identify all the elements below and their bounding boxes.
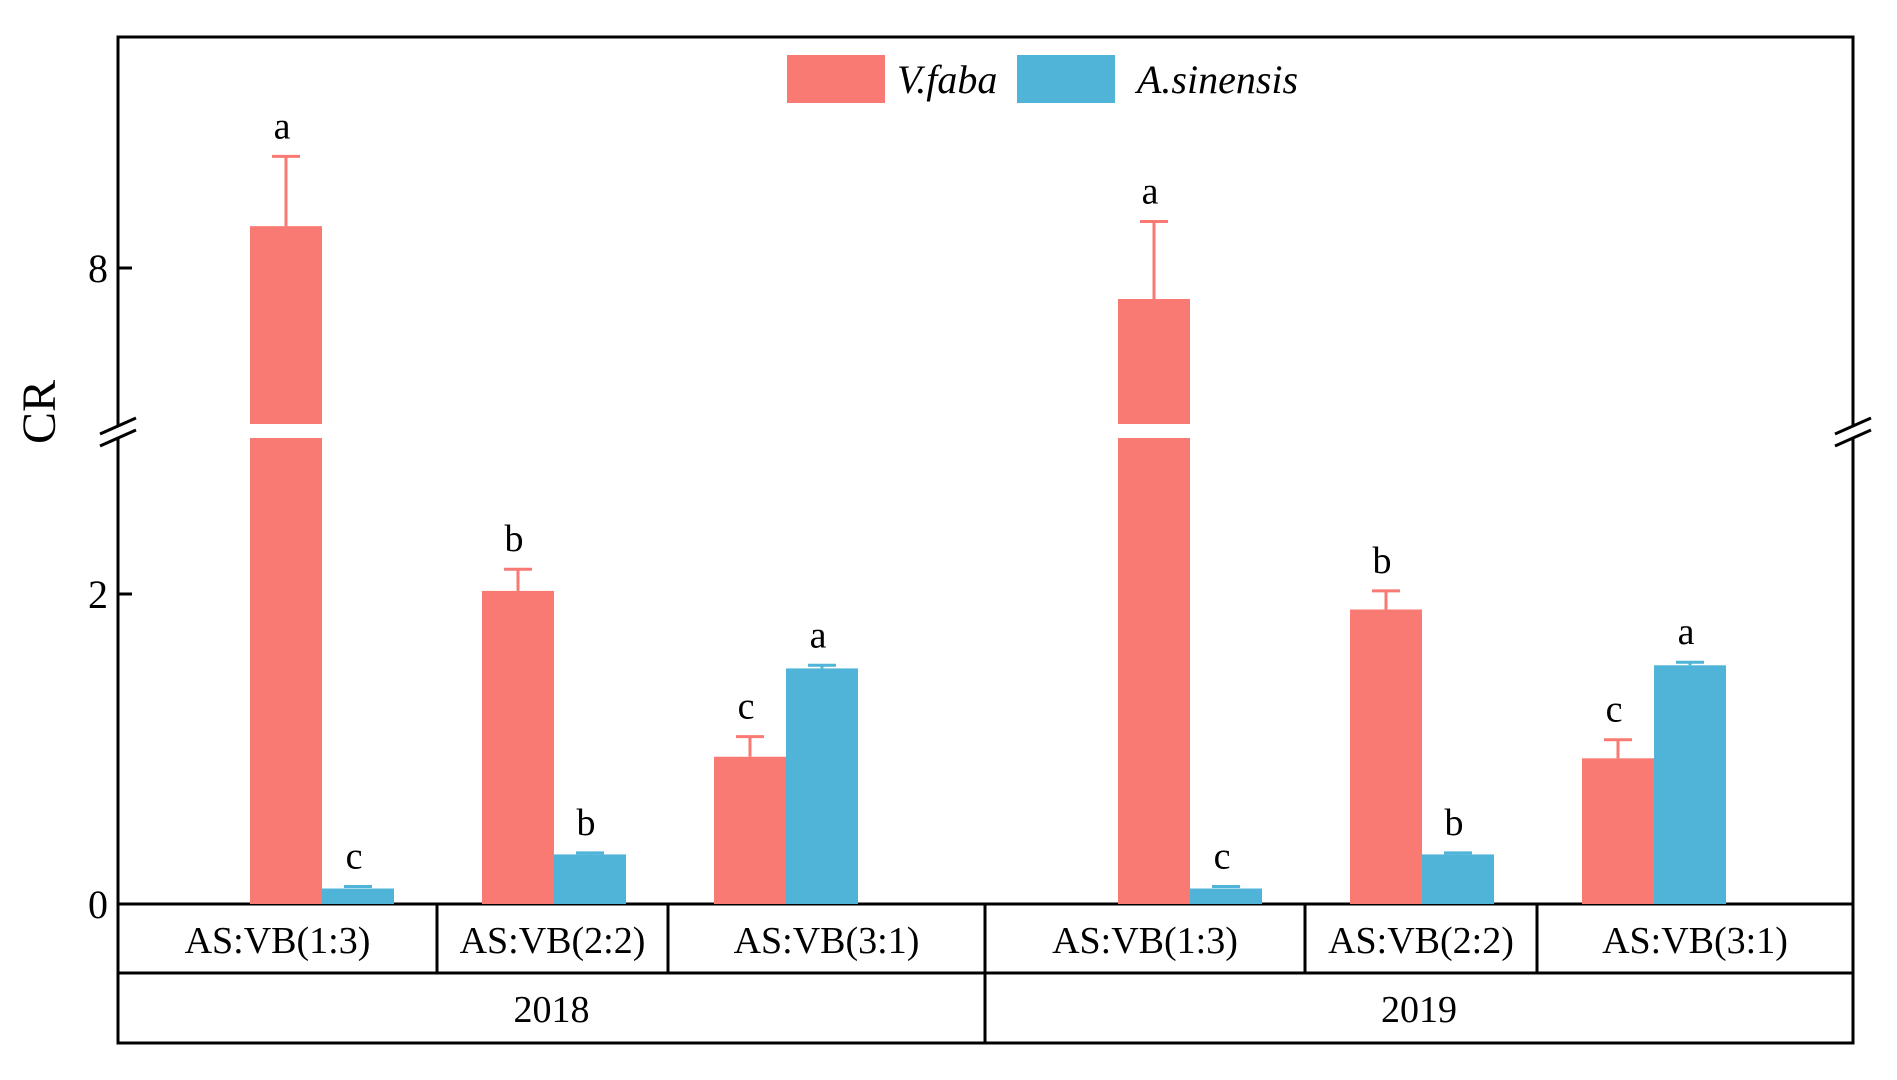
bar (1422, 854, 1494, 904)
significance-letter: a (1142, 171, 1159, 213)
legend-swatch-vfaba (787, 55, 885, 103)
bar (1350, 609, 1422, 904)
category-label: AS:VB(2:2) (460, 920, 646, 962)
legend-label-asinensis: A.sinensis (1134, 57, 1298, 102)
significance-letter: c (738, 686, 755, 728)
legend-label-vfaba: V.faba (897, 57, 997, 102)
bar (554, 854, 626, 904)
bar (1654, 665, 1726, 904)
category-label: AS:VB(3:1) (1602, 920, 1788, 962)
category-table: 2018 AS:VB(1:3) AS:VB(2:2) AS:VB(3:1) 2019 AS… (185, 904, 1788, 1043)
axis-break-mark (99, 416, 137, 436)
significance-letter: c (346, 836, 363, 878)
y-tick-label: 8 (88, 246, 108, 291)
significance-letter: a (1678, 611, 1695, 653)
significance-letter: c (1214, 836, 1231, 878)
bar (322, 888, 394, 904)
significance-letter: c (1606, 689, 1623, 731)
year-label: 2019 (1381, 989, 1457, 1031)
bar-break-gap (249, 424, 323, 438)
axis-break-mark (1834, 428, 1872, 448)
significance-letter: b (1445, 802, 1464, 844)
bar-break-gap (1117, 424, 1191, 438)
bars-layer: a c b b c a a c b b c a (249, 105, 1726, 904)
bar (1190, 888, 1262, 904)
bar (1582, 758, 1654, 904)
bar (714, 756, 786, 904)
significance-letter: b (577, 802, 596, 844)
y-tick-label: 0 (88, 882, 108, 927)
legend-swatch-asinensis (1017, 55, 1115, 103)
year-label: 2018 (514, 989, 590, 1031)
y-axis: 0 2 8 (88, 246, 1872, 927)
bar (250, 226, 322, 904)
bar (1118, 299, 1190, 904)
axis-break-mark (99, 428, 137, 448)
bar (482, 590, 554, 904)
significance-letter: b (1373, 540, 1392, 582)
legend: V.faba A.sinensis (787, 55, 1298, 103)
category-label: AS:VB(3:1) (734, 920, 920, 962)
category-label: AS:VB(1:3) (1052, 920, 1238, 962)
y-axis-label: CR (13, 380, 66, 444)
bar (786, 668, 858, 904)
significance-letter: a (274, 105, 291, 147)
category-label: AS:VB(1:3) (185, 920, 371, 962)
significance-letter: b (505, 518, 524, 560)
axis-break-mark (1834, 416, 1872, 436)
y-tick-label: 2 (88, 572, 108, 617)
category-label: AS:VB(2:2) (1328, 920, 1514, 962)
significance-letter: a (810, 614, 827, 656)
